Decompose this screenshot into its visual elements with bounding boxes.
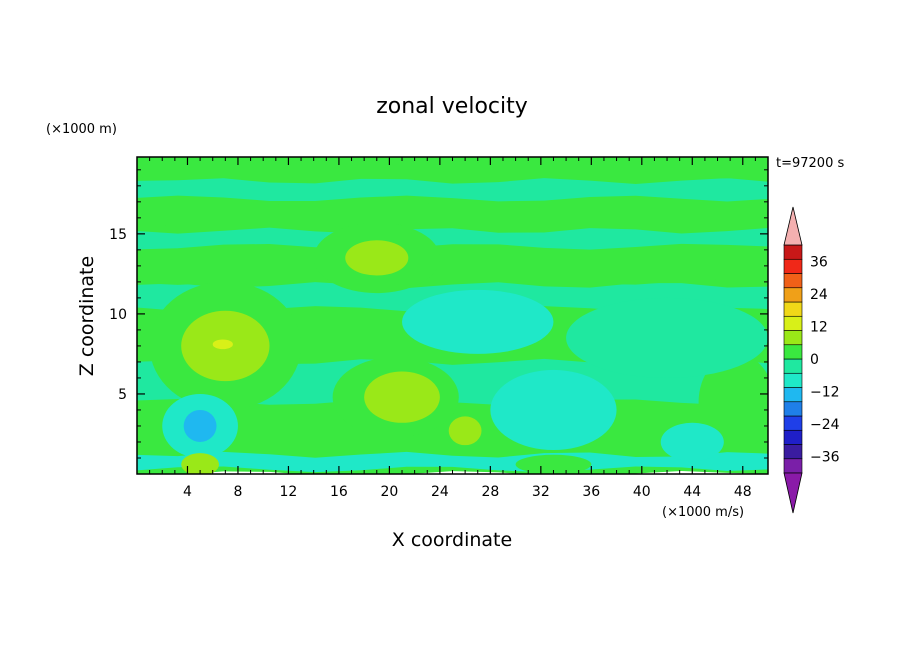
colorbar-bin bbox=[783, 287, 803, 303]
x-tick-label: 32 bbox=[532, 484, 550, 500]
contour-blob bbox=[566, 297, 768, 378]
contour-band bbox=[137, 250, 768, 285]
x-unit-label: (×1000 m/s) bbox=[662, 505, 744, 520]
colorbar-bin bbox=[783, 444, 803, 460]
x-tick-label: 16 bbox=[330, 484, 348, 500]
contour-blob bbox=[183, 409, 217, 442]
colorbar-bin bbox=[783, 258, 803, 274]
colorbar-bin bbox=[783, 372, 803, 388]
colorbar-over-arrow bbox=[783, 206, 803, 246]
y-unit-label: (×1000 m) bbox=[46, 122, 117, 137]
colorbar-bin bbox=[783, 458, 803, 474]
x-tick-label: 44 bbox=[683, 484, 701, 500]
contour-band bbox=[137, 157, 768, 180]
contour-blob bbox=[698, 353, 768, 450]
colorbar-bin bbox=[783, 401, 803, 417]
x-tick-label: 8 bbox=[233, 484, 242, 500]
contour-blob bbox=[515, 454, 592, 474]
contour-band bbox=[137, 227, 768, 250]
y-tick-label: 5 bbox=[118, 387, 127, 403]
chart-title: zonal velocity bbox=[376, 94, 528, 119]
colorbar-bin bbox=[783, 358, 803, 374]
colorbar-tick-label: −24 bbox=[810, 417, 840, 433]
contour-blob bbox=[345, 240, 409, 276]
contour-band bbox=[137, 202, 768, 229]
x-tick-label: 12 bbox=[280, 484, 298, 500]
contour-band bbox=[137, 451, 768, 473]
colorbar-tick-label: 36 bbox=[810, 254, 828, 270]
contour-blob bbox=[490, 369, 617, 450]
colorbar-tick-label: 24 bbox=[810, 287, 828, 303]
colorbar-bin bbox=[783, 429, 803, 445]
time-label: t=97200 s bbox=[776, 156, 844, 171]
colorbar-tick-label: −36 bbox=[810, 450, 840, 466]
colorbar: 36 24 12 0 −12 −24 −36 bbox=[783, 206, 840, 514]
colorbar-tick-label: 12 bbox=[810, 319, 828, 335]
contour-blob bbox=[448, 416, 482, 446]
contour-field bbox=[137, 157, 768, 474]
colorbar-bin bbox=[783, 330, 803, 346]
contour-blob bbox=[364, 371, 440, 423]
x-tick-label: 40 bbox=[633, 484, 651, 500]
contour-blob bbox=[181, 453, 220, 474]
y-axis-label: Z coordinate bbox=[76, 256, 98, 376]
colorbar-bin bbox=[783, 387, 803, 403]
colorbar-bin bbox=[783, 244, 803, 260]
colorbar-tick-label: 0 bbox=[810, 352, 819, 368]
colorbar-under-arrow bbox=[783, 472, 803, 514]
y-tick-label: 15 bbox=[109, 227, 127, 243]
y-tick-label: 10 bbox=[109, 307, 127, 323]
x-axis-label: X coordinate bbox=[392, 529, 512, 551]
contour-blob bbox=[212, 339, 233, 350]
colorbar-bin bbox=[783, 301, 803, 317]
x-tick-label: 24 bbox=[431, 484, 449, 500]
colorbar-bin bbox=[783, 344, 803, 360]
x-tick-label: 4 bbox=[183, 484, 192, 500]
colorbar-tick-label: −12 bbox=[810, 385, 840, 401]
x-tick-label: 20 bbox=[380, 484, 398, 500]
x-tick-label: 28 bbox=[481, 484, 499, 500]
x-tick-label: 48 bbox=[734, 484, 752, 500]
contour-band bbox=[137, 178, 768, 202]
colorbar-bin bbox=[783, 315, 803, 331]
colorbar-bin bbox=[783, 415, 803, 431]
contour-blob bbox=[402, 289, 554, 354]
x-tick-label: 36 bbox=[582, 484, 600, 500]
contour-blob bbox=[660, 422, 724, 462]
colorbar-bin bbox=[783, 273, 803, 289]
